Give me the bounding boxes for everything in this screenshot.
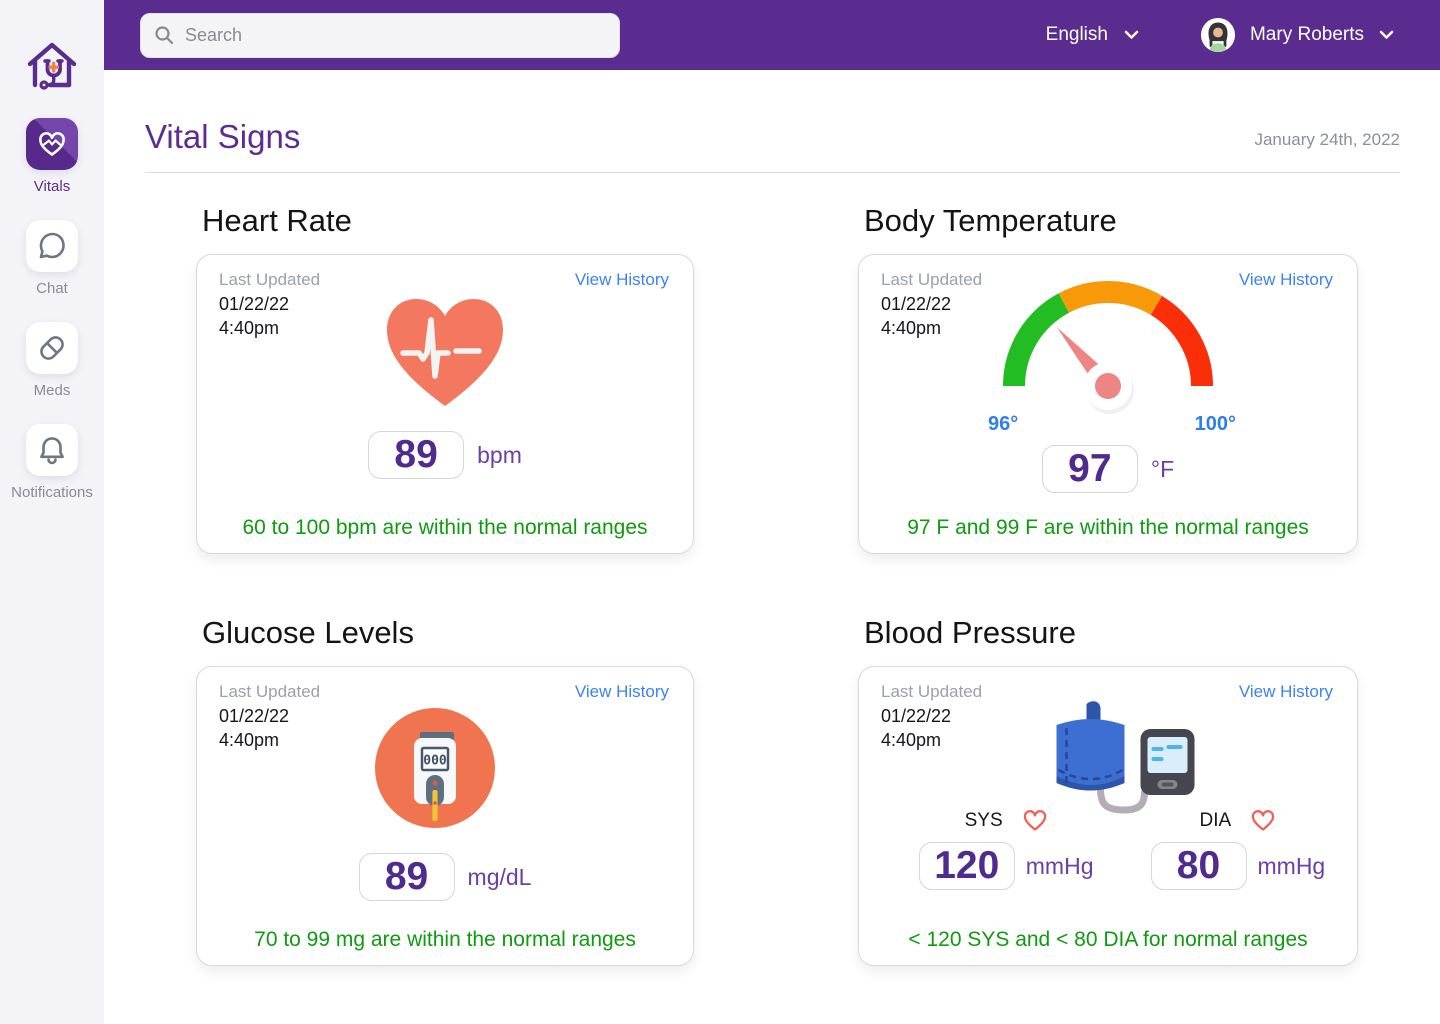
last-updated-label: Last Updated (219, 270, 321, 289)
sys-unit: mmHg (1025, 852, 1094, 879)
chat-bubble-icon (39, 232, 65, 259)
search-input[interactable] (140, 12, 620, 58)
user-menu[interactable]: Mary Roberts (1200, 18, 1394, 52)
last-updated-date: 01/22/22 (219, 706, 290, 726)
gauge-min-label: 96° (988, 413, 1019, 435)
page-date: January 24th, 2022 (1254, 130, 1400, 149)
card-title: Glucose Levels (202, 615, 414, 650)
temperature-gauge: 96° 100° (988, 266, 1236, 442)
sys-value: 120 (918, 842, 1015, 890)
glucose-value: 89 (358, 853, 455, 901)
normal-range-text: < 120 SYS and < 80 DIA for normal ranges (908, 928, 1308, 951)
heart-outline-icon (1023, 810, 1046, 831)
heart-outline-icon (1252, 810, 1275, 831)
card-title: Blood Pressure (864, 615, 1076, 650)
last-updated-time: 4:40pm (881, 730, 942, 750)
sidebar-item-label: Meds (33, 382, 71, 399)
bell-icon (40, 437, 64, 465)
avatar (1200, 18, 1235, 52)
topbar-right: English Mary Roberts (1046, 18, 1440, 52)
chevron-down-icon (1379, 30, 1394, 39)
dia-unit: mmHg (1257, 852, 1326, 879)
sidebar-item-chat[interactable]: Chat (0, 220, 104, 297)
app-logo[interactable] (23, 34, 81, 97)
normal-range-text: 97 F and 99 F are within the normal rang… (907, 516, 1309, 539)
sidebar-item-meds[interactable]: Meds (0, 322, 104, 399)
sidebar-item-label: Chat (36, 280, 68, 297)
heart-rate-section: Heart Rate Last Updated 01/22/22 4:40pm … (196, 203, 694, 554)
meter-display: 000 (423, 754, 447, 769)
last-updated-label: Last Updated (219, 682, 321, 701)
heart-pulse-icon (39, 132, 65, 156)
glucose-card: Last Updated 01/22/22 4:40pm View Histor… (196, 666, 694, 966)
last-updated-date: 01/22/22 (881, 706, 952, 726)
card-title: Body Temperature (864, 203, 1117, 238)
view-history-link[interactable]: View History (574, 270, 669, 289)
heart-rate-card: Last Updated 01/22/22 4:40pm View Histor… (196, 254, 694, 554)
bp-cuff-icon (1041, 693, 1216, 820)
search-icon (154, 25, 174, 50)
chevron-down-icon (1124, 30, 1139, 39)
blood-pressure-section: Blood Pressure Last Updated 01/22/22 4:4… (858, 615, 1358, 966)
body-temperature-section: Body Temperature Last Updated 01/22/22 4… (858, 203, 1358, 554)
temperature-unit: °F (1150, 455, 1175, 482)
sys-label: SYS (964, 810, 1003, 831)
body-temperature-card: Last Updated 01/22/22 4:40pm View Histor… (858, 254, 1358, 554)
sidebar: Vitals Chat Meds Notificatio (0, 0, 104, 1024)
last-updated-label: Last Updated (881, 682, 983, 701)
last-updated-time: 4:40pm (881, 318, 942, 338)
dia-label: DIA (1199, 810, 1232, 831)
pill-icon (40, 336, 64, 360)
last-updated-date: 01/22/22 (219, 294, 290, 314)
top-bar: English Mary Roberts (104, 0, 1440, 70)
sidebar-item-vitals[interactable]: Vitals (0, 118, 104, 195)
title-divider (145, 172, 1400, 173)
last-updated: Last Updated 01/22/22 4:40pm (219, 268, 320, 340)
sidebar-item-label: Vitals (33, 178, 71, 195)
glucose-section: Glucose Levels Last Updated 01/22/22 4:4… (196, 615, 694, 966)
dia-value: 80 (1150, 842, 1247, 890)
home-medical-icon (27, 42, 77, 90)
glucose-meter-icon: 000 (374, 707, 496, 834)
bp-systolic: SYS 120 mmHg (918, 809, 1094, 890)
search-container (140, 12, 620, 58)
last-updated-label: Last Updated (881, 270, 983, 289)
user-name: Mary Roberts (1249, 24, 1364, 45)
last-updated: Last Updated 01/22/22 4:40pm (881, 268, 982, 340)
language-label: English (1045, 24, 1108, 45)
last-updated-time: 4:40pm (219, 318, 280, 338)
view-history-link[interactable]: View History (574, 682, 669, 701)
sidebar-item-label: Notifications (11, 484, 93, 501)
normal-range-text: 70 to 99 mg are within the normal ranges (254, 928, 636, 951)
blood-pressure-card: Last Updated 01/22/22 4:40pm View Histor… (858, 666, 1358, 966)
heart-ekg-icon (375, 289, 515, 420)
temperature-value: 97 (1041, 445, 1138, 493)
last-updated-time: 4:40pm (219, 730, 280, 750)
normal-range-text: 60 to 100 bpm are within the normal rang… (242, 516, 648, 539)
sidebar-item-notifications[interactable]: Notifications (0, 424, 104, 501)
bp-diastolic: DIA 80 mmHg (1150, 809, 1326, 890)
page-title: Vital Signs (145, 118, 301, 155)
language-selector[interactable]: English (1046, 24, 1139, 46)
gauge-max-label: 100° (1194, 413, 1236, 435)
glucose-unit: mg/dL (467, 863, 532, 890)
last-updated: Last Updated 01/22/22 4:40pm (219, 680, 320, 752)
heart-rate-value: 89 (368, 431, 465, 479)
heart-rate-unit: bpm (477, 441, 522, 468)
view-history-link[interactable]: View History (1238, 682, 1333, 701)
main-content: Vital Signs January 24th, 2022 Heart Rat… (104, 70, 1440, 1024)
bp-readings: SYS 120 mmHg DIA 80 mmHg (873, 809, 1371, 890)
card-title: Heart Rate (202, 203, 352, 238)
view-history-link[interactable]: View History (1238, 270, 1333, 289)
last-updated: Last Updated 01/22/22 4:40pm (881, 680, 982, 752)
last-updated-date: 01/22/22 (881, 294, 952, 314)
